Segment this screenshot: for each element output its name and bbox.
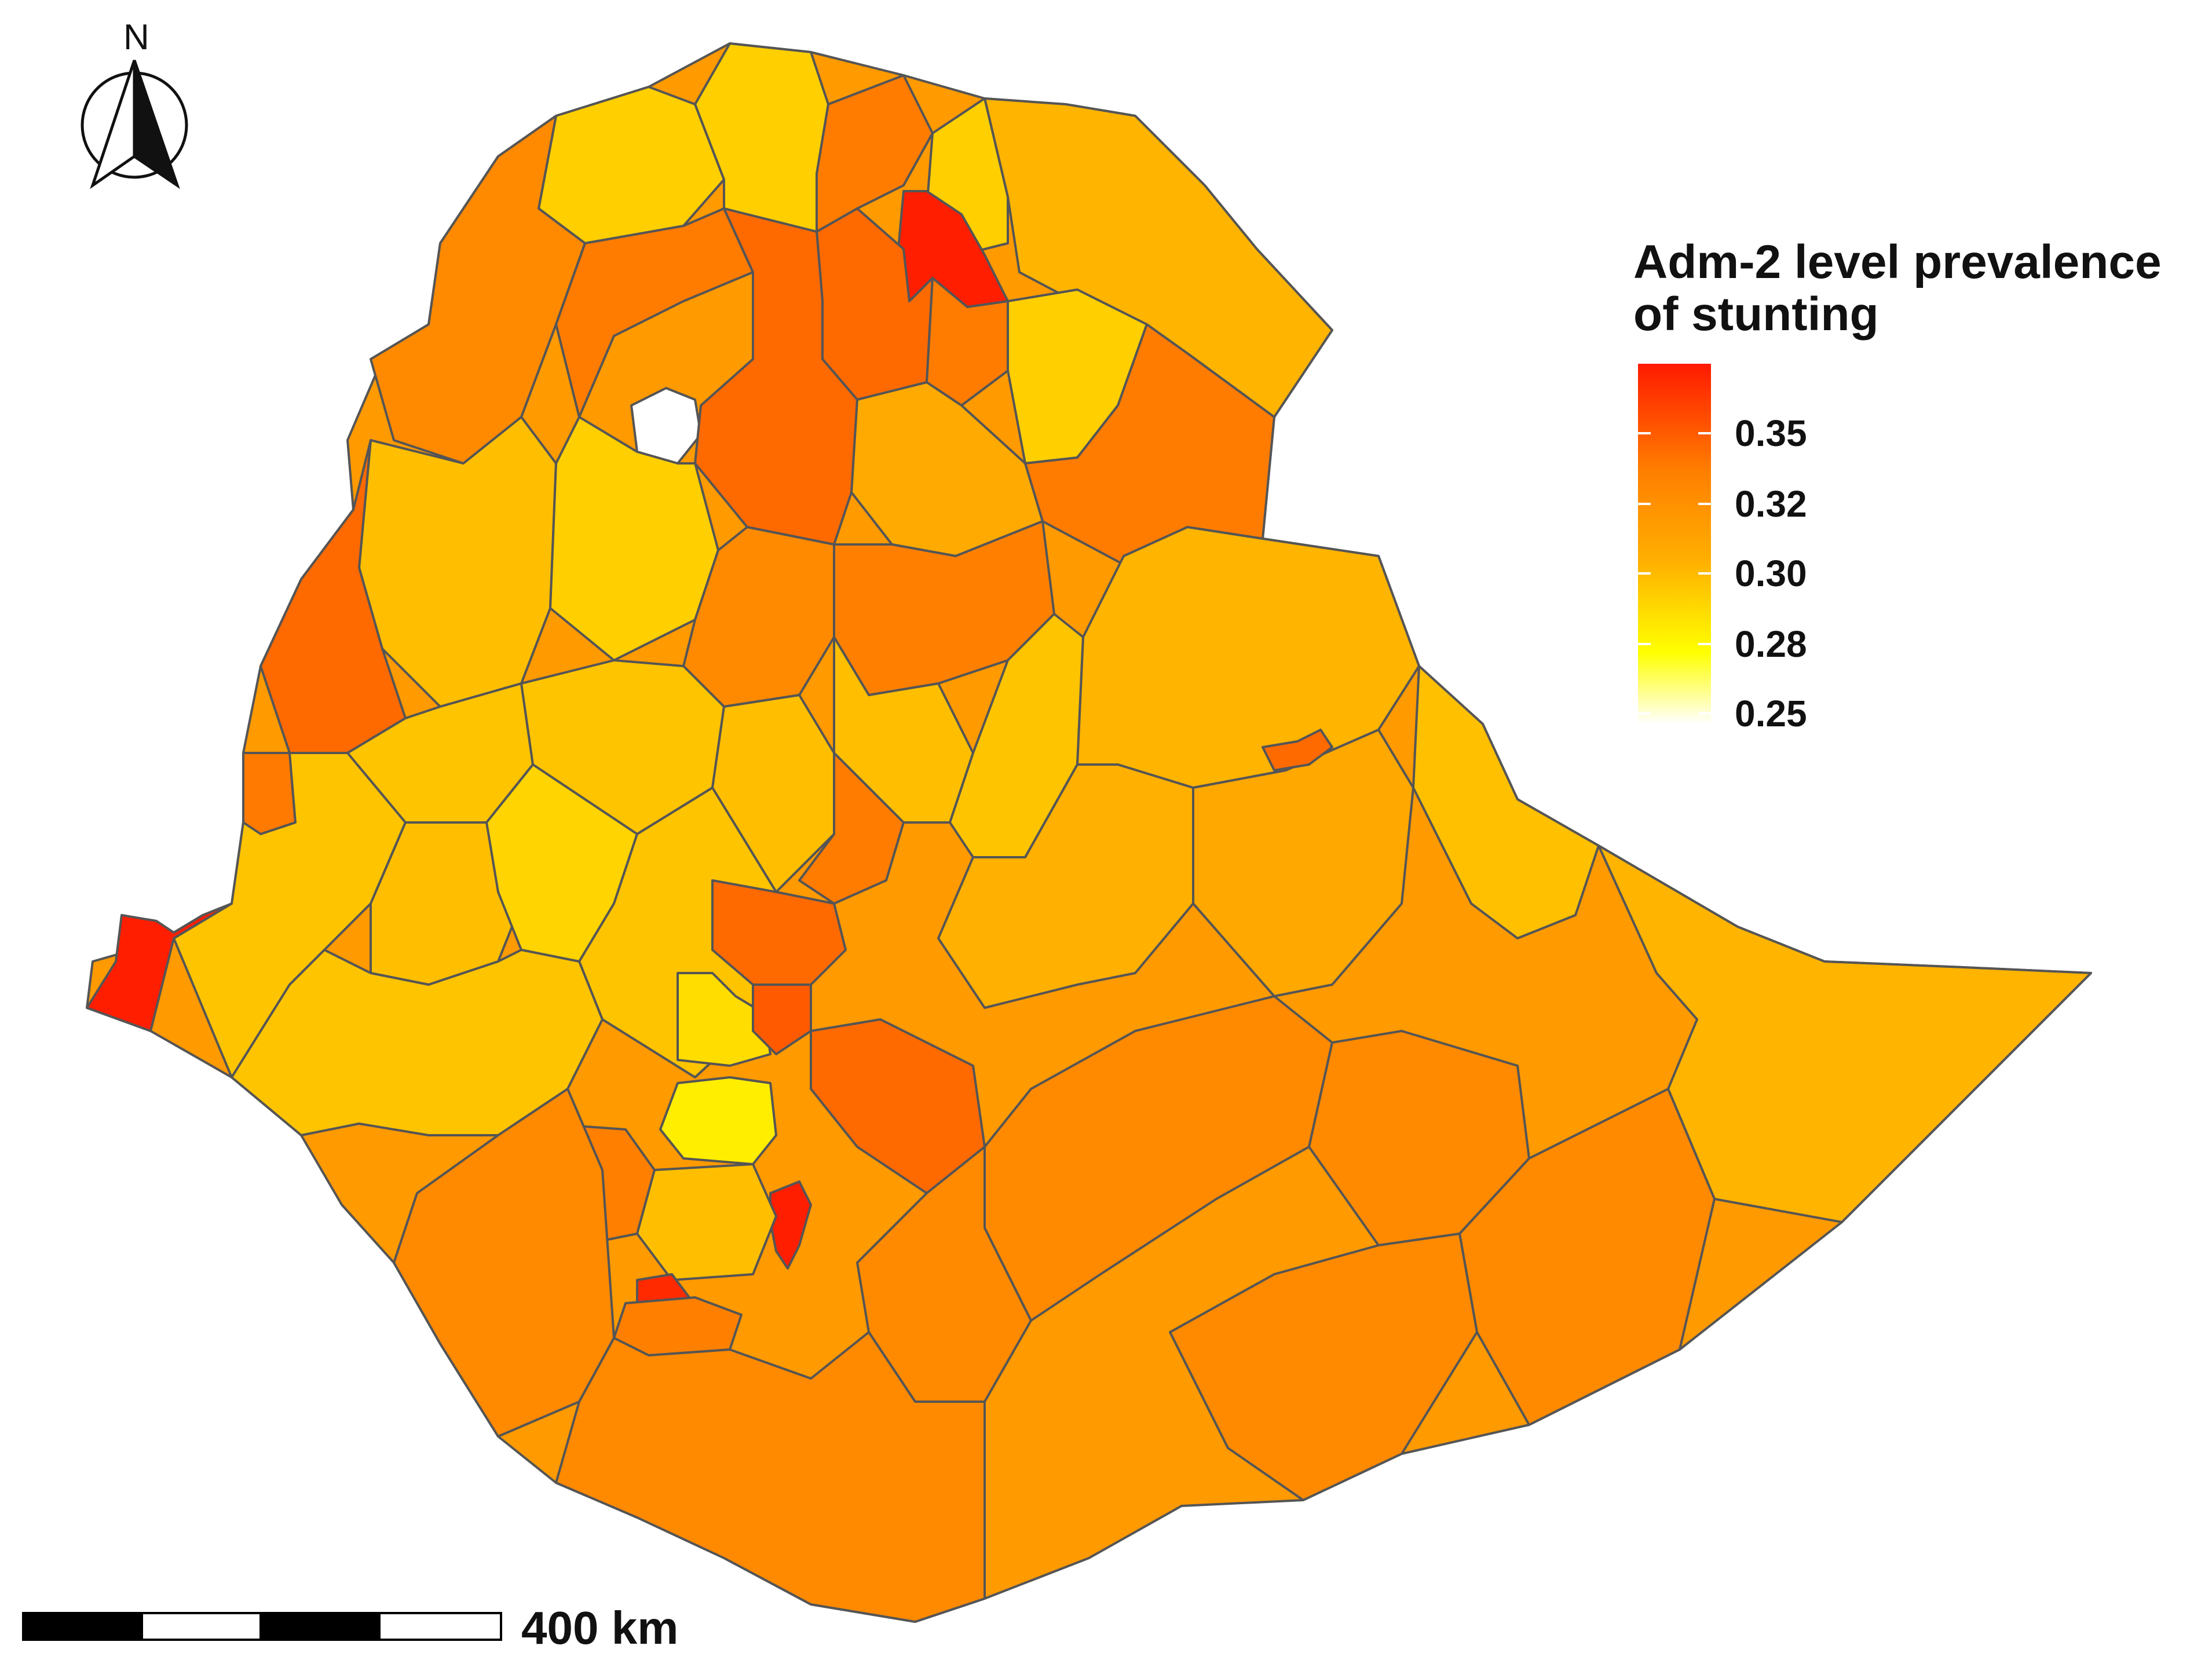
region-west-2 [549, 416, 719, 661]
scale-bar-segment [378, 1612, 502, 1641]
region-west-border [259, 439, 407, 754]
region-east-central-4 [1412, 665, 1600, 939]
legend-color-bar [1638, 364, 1711, 724]
north-arrow: N [81, 17, 188, 189]
scale-bar-segment [141, 1612, 262, 1641]
region-south-6 [1458, 1088, 1716, 1426]
scale-bar-segment [259, 1612, 381, 1641]
legend-tick-marks [1638, 432, 1711, 715]
region-yellow-2 [659, 1076, 777, 1165]
region-south-2 [636, 1163, 777, 1281]
region-southwest-5 [231, 949, 604, 1136]
region-corridor-1 [711, 879, 847, 986]
legend-title-line2: of stunting [1633, 288, 1879, 341]
scale-bar-label: 400 km [521, 1602, 678, 1654]
scale-bar: 400 km [22, 1602, 678, 1654]
region-north-3 [816, 74, 934, 233]
region-east-spot [1262, 729, 1333, 771]
legend-tick-label: 0.32 [1735, 483, 1807, 525]
region-deep-south-2 [555, 1331, 986, 1623]
region-central-4 [833, 636, 974, 824]
legend-tick-label: 0.25 [1735, 693, 1807, 734]
region-far-west-red [86, 902, 233, 1032]
legend-tick-label: 0.35 [1735, 412, 1807, 454]
scale-bar-segment [22, 1612, 143, 1641]
region-east-somali [1597, 844, 2092, 1223]
north-arrow-right-half [133, 60, 180, 189]
region-northeast-afar [983, 97, 1333, 418]
region-corridor-2 [752, 983, 812, 1055]
region-south-7 [1169, 1233, 1478, 1501]
legend-tick-label: 0.30 [1735, 553, 1807, 594]
legend-title-line1: Adm-2 level prevalence [1633, 236, 2162, 288]
legend: Adm-2 level prevalence of stunting 0. [1633, 236, 2162, 734]
legend-tick-label: 0.28 [1735, 623, 1807, 665]
north-label: N [123, 17, 149, 57]
region-east-central-2 [937, 763, 1194, 1009]
region-northwest-2 [555, 207, 754, 418]
north-arrow-left-half [90, 60, 136, 189]
